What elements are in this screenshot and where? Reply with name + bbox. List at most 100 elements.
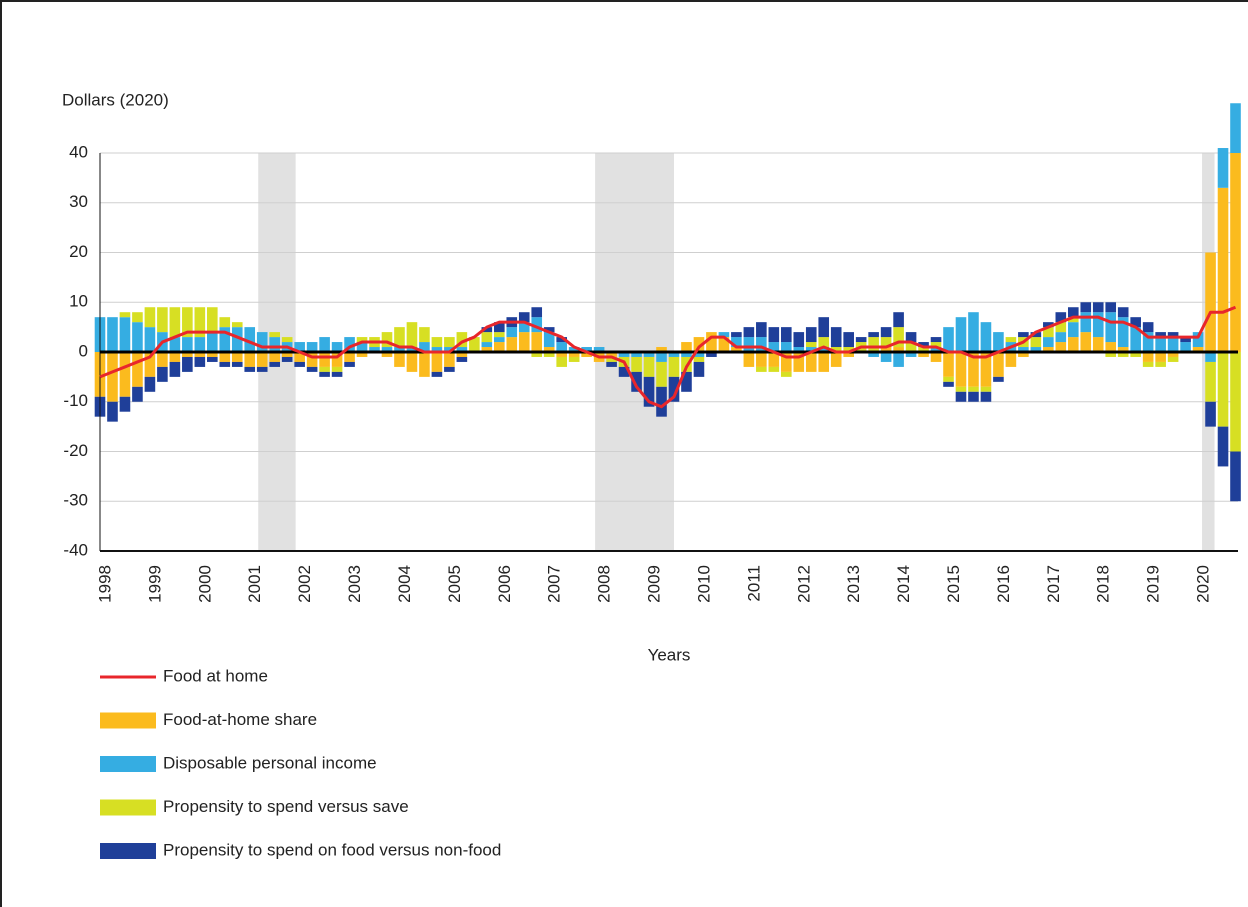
- bar-segment: [1217, 426, 1229, 467]
- bar-segment: [531, 332, 543, 352]
- bar-segment: [1018, 347, 1029, 352]
- bar-segment: [1105, 302, 1117, 313]
- y-tick-label: -20: [63, 441, 88, 460]
- bar-segment: [1092, 312, 1104, 338]
- bar-segment: [506, 337, 518, 352]
- bar-segment: [618, 366, 630, 377]
- bar-segment: [1092, 302, 1104, 313]
- bar-segment: [780, 371, 792, 377]
- bar-segment: [306, 366, 318, 372]
- bar-segment: [206, 332, 218, 352]
- bar-segment: [319, 366, 330, 372]
- bar-segment: [955, 317, 967, 352]
- bar-segment: [693, 356, 705, 362]
- bar-segment: [918, 342, 929, 348]
- bars-layer: [94, 103, 1241, 502]
- bar-segment: [805, 342, 817, 348]
- bar-segment: [818, 337, 830, 348]
- bar-segment: [1205, 401, 1216, 427]
- bar-segment: [1018, 352, 1029, 357]
- bar-segment: [1117, 352, 1129, 357]
- bar-segment: [481, 347, 493, 352]
- bar-segment: [269, 337, 280, 352]
- x-tick-label: 2014: [894, 565, 913, 603]
- bar-segment: [968, 391, 979, 402]
- bar-segment: [144, 376, 156, 392]
- bar-segment: [868, 332, 879, 338]
- bar-segment: [269, 361, 280, 367]
- bar-segment: [356, 342, 368, 352]
- legend-label: Food-at-home share: [163, 710, 317, 729]
- bar-segment: [681, 342, 692, 352]
- bar-segment: [506, 327, 518, 338]
- bar-segment: [606, 361, 617, 367]
- bar-segment: [980, 352, 992, 387]
- bar-segment: [581, 352, 592, 357]
- bar-segment: [955, 391, 967, 402]
- bar-segment: [1030, 347, 1042, 352]
- bar-segment: [319, 337, 330, 352]
- bar-segment: [1043, 322, 1054, 328]
- bar-segment: [394, 347, 405, 352]
- bar-segment: [219, 317, 231, 328]
- bar-segment: [294, 352, 305, 362]
- bar-segment: [444, 347, 455, 352]
- bar-segment: [1043, 327, 1054, 338]
- bar-segment: [132, 322, 143, 352]
- y-tick-label: -10: [63, 391, 88, 410]
- bar-segment: [331, 371, 343, 377]
- bar-segment: [606, 352, 617, 357]
- bar-segment: [968, 352, 979, 387]
- bar-segment: [1092, 337, 1104, 352]
- bar-segment: [793, 352, 805, 372]
- bar-segment: [1155, 361, 1166, 367]
- x-tick-label: 2003: [345, 565, 364, 603]
- bar-segment: [119, 396, 131, 412]
- bar-segment: [1142, 322, 1154, 333]
- bar-segment: [893, 327, 904, 348]
- bar-segment: [1030, 332, 1042, 338]
- x-tick-label: 2013: [844, 565, 863, 603]
- bar-segment: [918, 352, 929, 357]
- bar-segment: [1130, 327, 1141, 352]
- bar-segment: [893, 347, 904, 352]
- bar-segment: [281, 337, 293, 343]
- bar-segment: [419, 352, 430, 377]
- x-tick-label: 2012: [794, 565, 813, 603]
- bar-segment: [107, 401, 118, 422]
- bar-segment: [955, 386, 967, 392]
- bar-segment: [119, 312, 131, 318]
- legend-swatch: [100, 799, 156, 816]
- x-tick-label: 2010: [694, 565, 713, 603]
- bar-segment: [231, 327, 243, 352]
- bar-segment: [706, 352, 717, 357]
- bar-segment: [756, 337, 767, 352]
- bar-segment: [469, 337, 480, 352]
- bar-segment: [356, 352, 368, 357]
- bar-segment: [144, 307, 156, 328]
- bar-segment: [718, 337, 730, 352]
- bar-segment: [731, 337, 742, 348]
- bar-segment: [968, 386, 979, 392]
- bar-segment: [182, 352, 193, 357]
- bar-segment: [868, 352, 879, 357]
- bar-segment: [556, 337, 567, 343]
- bar-segment: [406, 352, 418, 372]
- y-tick-label: 0: [79, 341, 88, 360]
- bar-segment: [381, 347, 393, 352]
- bar-segment: [893, 312, 904, 328]
- bar-segment: [968, 312, 979, 352]
- bar-segment: [1167, 332, 1179, 338]
- bar-segment: [568, 352, 580, 357]
- bar-segment: [943, 327, 954, 352]
- bar-segment: [132, 386, 143, 402]
- legend-label: Food at home: [163, 666, 268, 685]
- bar-segment: [930, 347, 942, 352]
- y-tick-label: -30: [63, 491, 88, 510]
- x-tick-label: 2007: [545, 565, 564, 603]
- bar-segment: [1217, 148, 1229, 188]
- bar-segment: [768, 366, 780, 372]
- bar-segment: [1230, 153, 1241, 352]
- bar-segment: [157, 307, 168, 333]
